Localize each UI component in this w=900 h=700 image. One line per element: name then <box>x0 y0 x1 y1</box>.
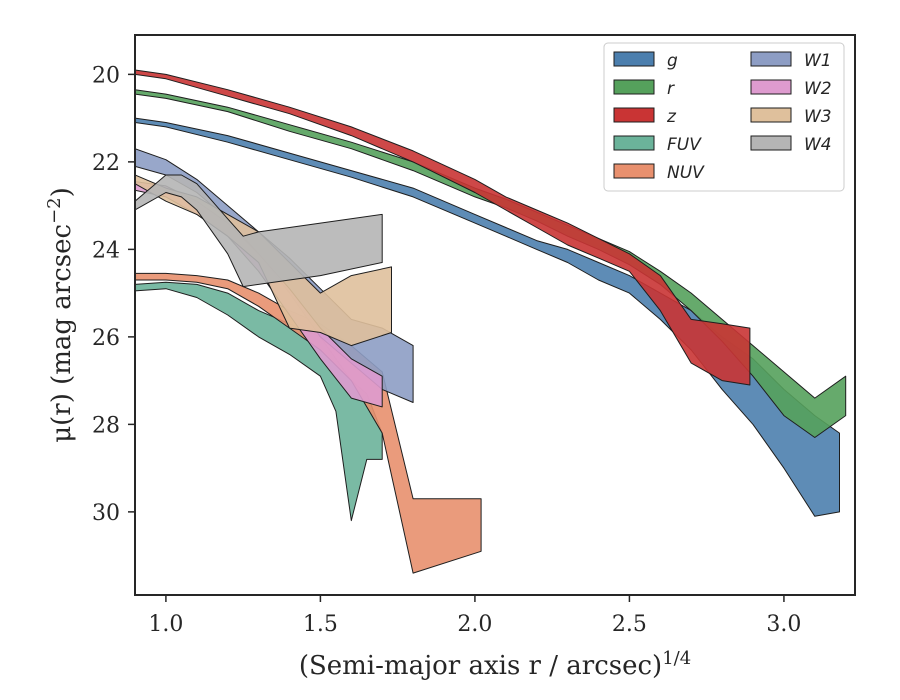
legend-label-w4: W4 <box>804 135 832 155</box>
y-axis-label: μ(r) (mag arcsec−2) <box>44 187 77 443</box>
x-tick-label: 3.0 <box>766 612 801 637</box>
y-tick-label: 30 <box>92 501 120 526</box>
legend-swatch-z <box>613 107 655 123</box>
x-tick-label: 2.0 <box>457 612 492 637</box>
y-tick-label: 20 <box>92 63 120 88</box>
legend-label-fuv: FUV <box>667 135 702 155</box>
legend: grz FUV NUV W1 W2 W3 W4 <box>603 42 845 192</box>
legend-label-w3: W3 <box>804 107 832 127</box>
legend-swatch-w2 <box>750 79 792 95</box>
legend-label-g: g <box>667 51 678 71</box>
band-layer <box>135 69 847 574</box>
legend-label-z: z <box>666 107 677 127</box>
legend-label-w2: W2 <box>804 79 832 99</box>
legend-swatch-nuv <box>613 163 655 179</box>
plot-frame <box>134 34 856 596</box>
legend-label-nuv: NUV <box>667 163 705 183</box>
band-z <box>135 69 751 386</box>
y-tick-label: 22 <box>92 151 120 176</box>
y-tick-label: 24 <box>92 238 120 263</box>
y-tick-label: 26 <box>92 326 120 351</box>
y-tick-label: 28 <box>92 413 120 438</box>
legend-swatch-fuv <box>613 135 655 151</box>
x-tick-label: 1.0 <box>148 612 183 637</box>
y-axis-label-exponent: −2 <box>44 197 65 224</box>
axis-ticks: 1.0 1.5 2.0 2.5 3.0 20 22 24 26 28 30 <box>92 63 801 637</box>
x-axis-label: (Semi-major axis r / arcsec)1/4 <box>299 648 691 681</box>
x-tick-label: 2.5 <box>612 612 647 637</box>
legend-swatch-g <box>613 51 655 67</box>
x-tick-label: 1.5 <box>303 612 338 637</box>
legend-swatch-r <box>613 79 655 95</box>
band-w4 <box>135 174 383 288</box>
x-axis-label-exponent: 1/4 <box>662 648 691 669</box>
legend-swatch-w3 <box>750 107 792 123</box>
legend-label-r: r <box>667 79 675 99</box>
legend-swatch-w4 <box>750 135 792 151</box>
legend-swatch-w1 <box>750 51 792 67</box>
legend-label-w1: W1 <box>804 51 832 71</box>
